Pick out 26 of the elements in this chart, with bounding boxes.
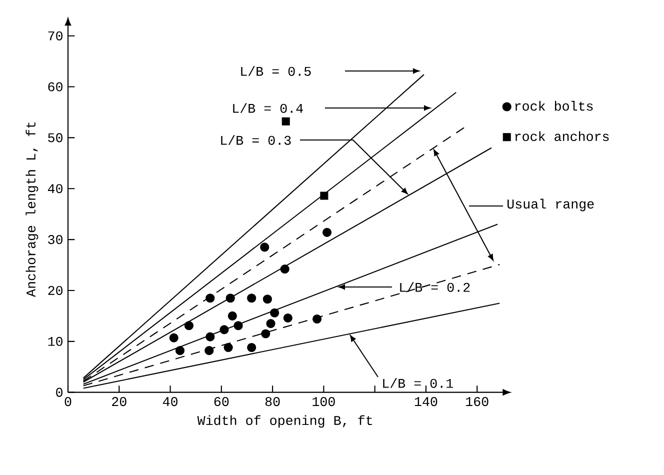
x-tick-label: 100 <box>312 397 335 406</box>
y-tick-label: 70 <box>48 31 62 40</box>
y-tick-label: 20 <box>48 286 62 295</box>
x-tick-label: 40 <box>162 397 178 406</box>
text: Usual range <box>508 198 594 212</box>
y-tick-label: 0 <box>56 388 62 397</box>
y-tick-label: 60 <box>48 82 62 92</box>
y-tick-label: 40 <box>48 184 62 194</box>
annotation: L/B = 0.5 <box>241 66 311 76</box>
x-tick-label: 80 <box>265 397 280 406</box>
legend-label: rock anchors <box>515 131 609 142</box>
annotation: L/B = 0.1 <box>383 378 453 388</box>
x-tick-label: 20 <box>112 397 126 406</box>
x-axis-title: Width of opening B, ft <box>197 415 372 428</box>
y-axis-title: Anchorage length L, ft <box>26 122 38 298</box>
x-tick-label: 140 <box>414 397 438 406</box>
legend-label: rock bolts <box>515 100 593 111</box>
y-tick-label: 30 <box>48 235 62 244</box>
annotation: L/B = 0.3 <box>221 135 291 145</box>
y-tick-label: 50 <box>48 133 62 142</box>
annotation: L/B = 0.4 <box>233 103 303 113</box>
x-tick-label: 160 <box>466 397 488 406</box>
y-tick-label: 10 <box>48 336 62 346</box>
x-tick-label: 0 <box>64 397 72 406</box>
x-tick-label: 60 <box>214 397 229 406</box>
annotation: L/B = 0.2 <box>400 282 470 292</box>
